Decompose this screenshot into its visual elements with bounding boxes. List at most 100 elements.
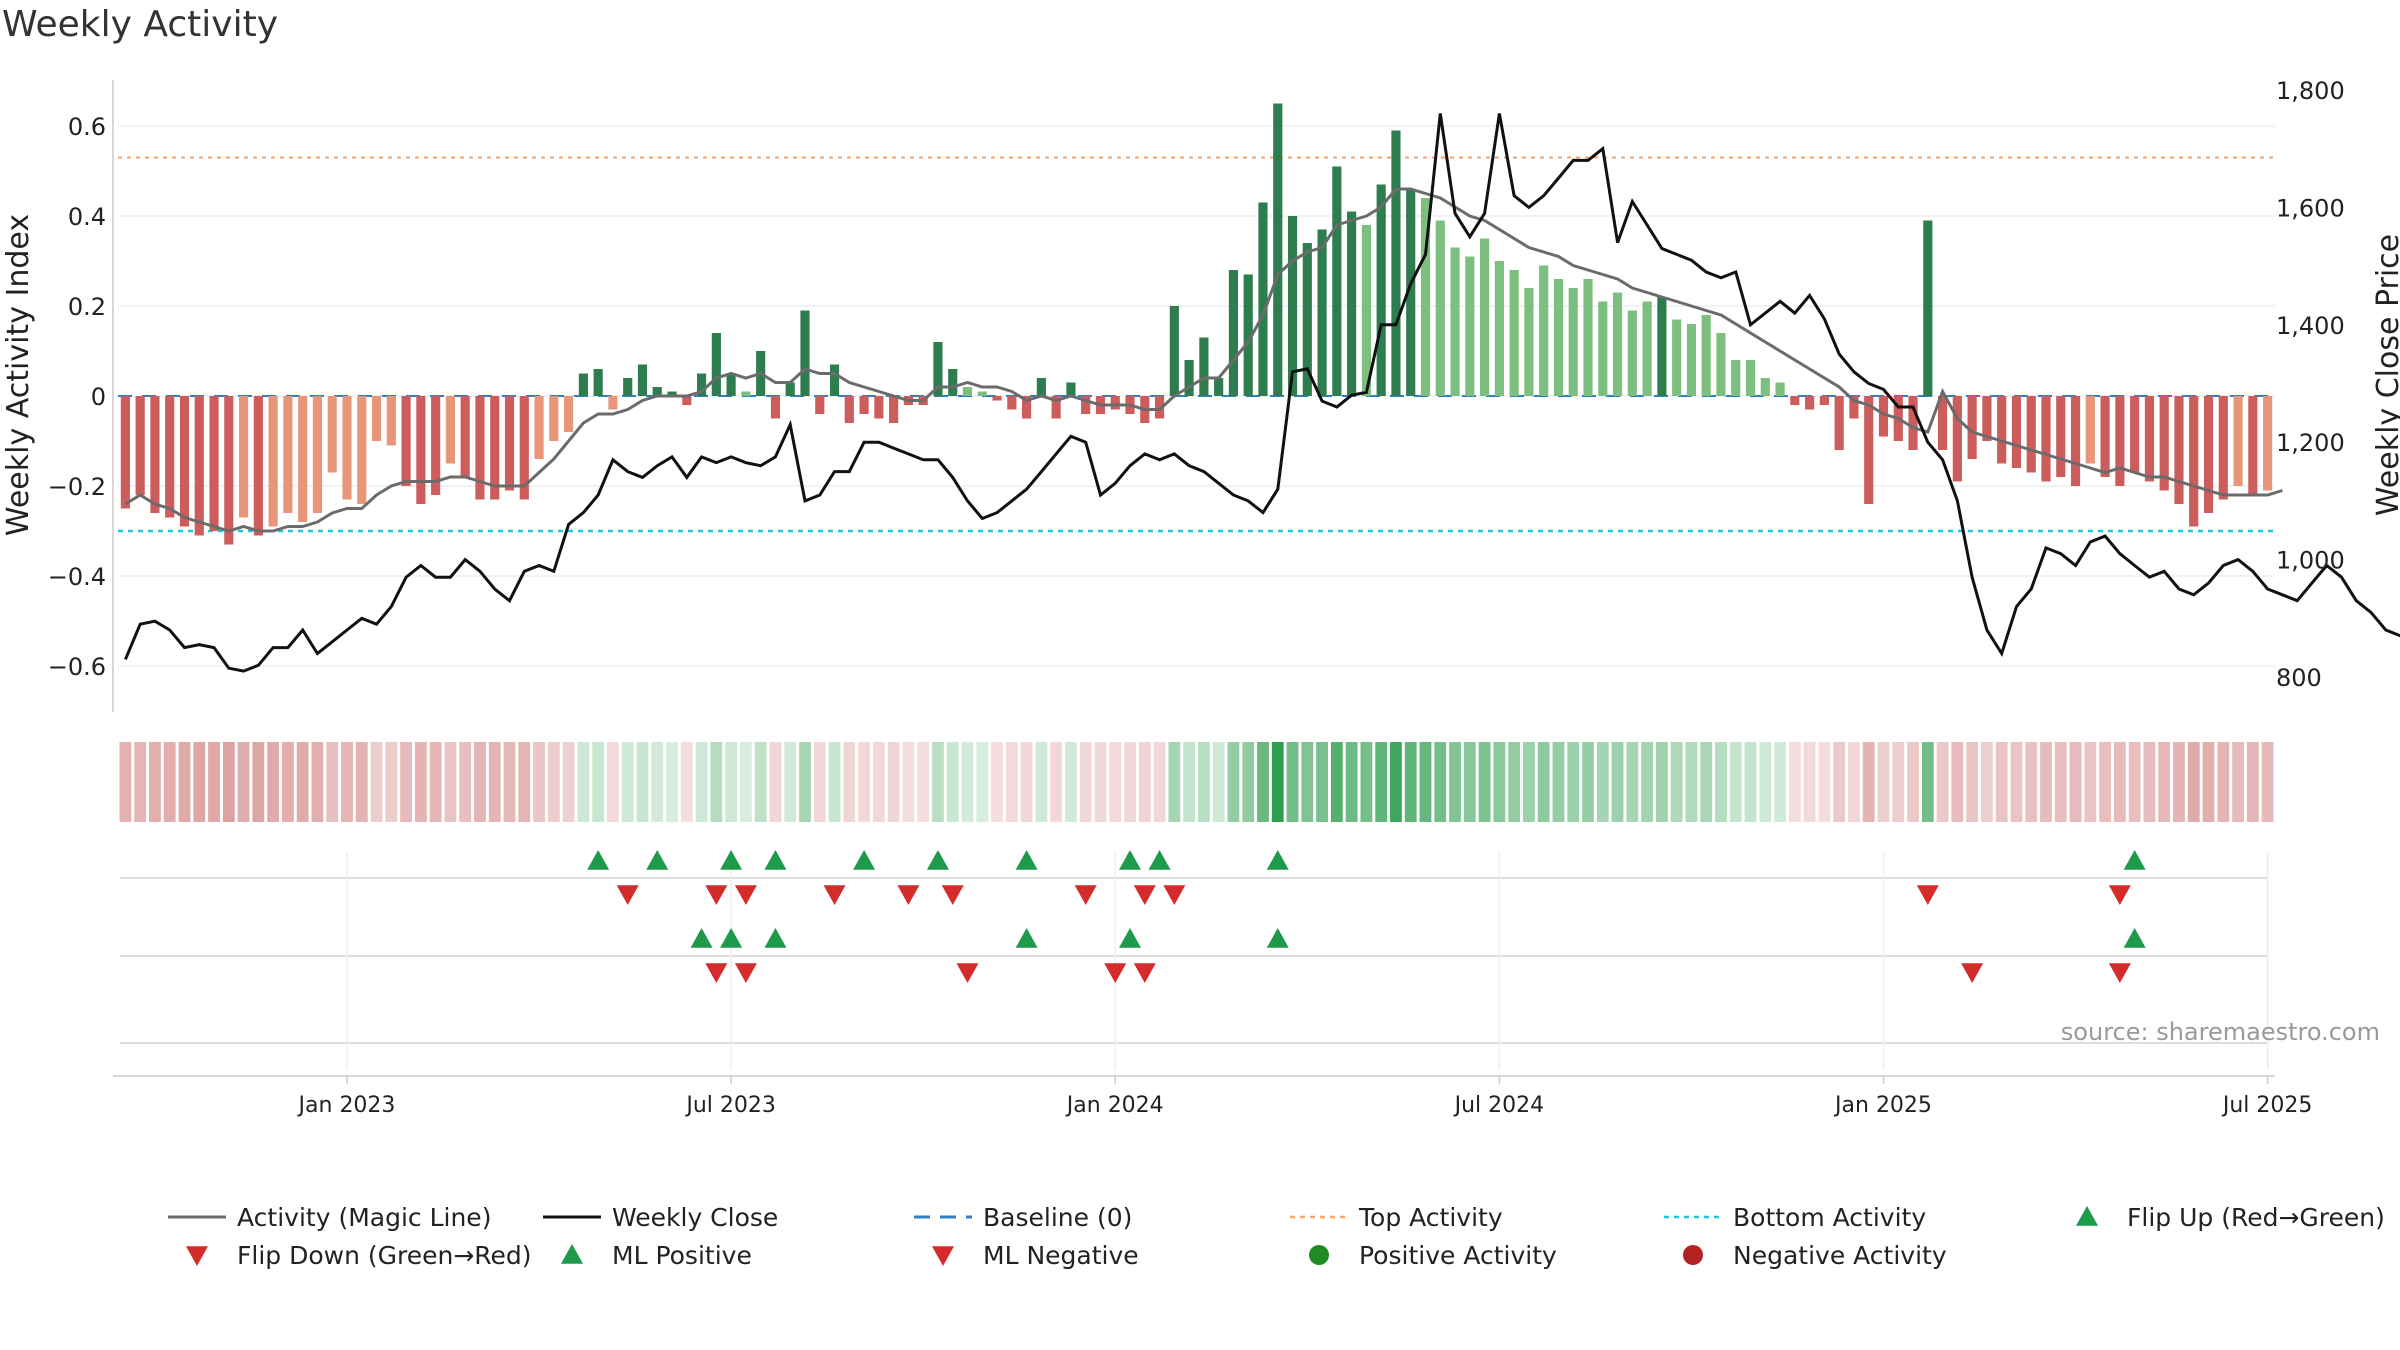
activity-bar	[460, 396, 470, 477]
activity-bar	[2233, 396, 2243, 486]
heatmap-cell	[222, 742, 235, 822]
heatmap-cell	[917, 742, 930, 822]
activity-bar	[1022, 396, 1032, 419]
y-left-tick-label: 0.2	[68, 293, 106, 321]
heatmap-cell	[1670, 742, 1683, 822]
activity-bar	[1169, 306, 1179, 396]
heatmap-cell	[370, 742, 383, 822]
flip-up-marker	[2123, 850, 2146, 870]
y-left-tick-label: 0.6	[68, 113, 106, 141]
y-right-tick-label: 1,800	[2276, 77, 2345, 105]
activity-bar	[1450, 247, 1460, 396]
legend-label: ML Negative	[983, 1241, 1139, 1270]
heatmap-cell	[459, 742, 472, 822]
legend-item: Bottom Activity	[1664, 1203, 1926, 1232]
activity-bar	[1199, 337, 1209, 396]
activity-bar	[534, 396, 544, 459]
heatmap-cell	[2217, 742, 2230, 822]
activity-bar	[1184, 360, 1194, 396]
heatmap-cell	[326, 742, 339, 822]
heatmap-cell	[1404, 742, 1417, 822]
heatmap-cell	[341, 742, 353, 822]
heatmap-cell	[592, 742, 605, 822]
y-left-tick-label: 0.4	[68, 203, 106, 231]
activity-bar	[652, 387, 662, 396]
y-right-tick-label: 800	[2276, 664, 2322, 692]
activity-bar	[2130, 396, 2140, 473]
ml-positive-marker	[1015, 928, 1038, 948]
heatmap-cell	[1050, 742, 1063, 822]
heatmap-cell	[1434, 742, 1447, 822]
heatmap-cell	[1345, 742, 1358, 822]
activity-bar	[1938, 396, 1948, 450]
flip-down-marker	[734, 885, 757, 905]
heatmap-cell	[444, 742, 457, 822]
heatmap-cell	[400, 742, 413, 822]
activity-bar	[1967, 396, 1977, 459]
legend-item: ML Positive	[561, 1241, 752, 1270]
heatmap-cell	[725, 742, 738, 822]
legend-label: Flip Up (Red→Green)	[2127, 1203, 2385, 1232]
activity-bar	[431, 396, 441, 495]
chart-title: Weekly Activity	[2, 4, 279, 45]
heatmap-cell	[1567, 742, 1580, 822]
heatmap-cell	[1020, 742, 1033, 822]
x-axis: Jan 2023 Jul 2023 Jan 2024 Jul 2024 Jan 2025…	[297, 1076, 2312, 1118]
heatmap-cell	[562, 742, 575, 822]
heatmap-cell	[1966, 742, 1979, 822]
activity-bar	[283, 396, 293, 513]
activity-bar	[726, 373, 736, 396]
heatmap-cell	[1493, 742, 1506, 822]
activity-bar	[224, 396, 234, 545]
heatmap-cell	[2010, 742, 2023, 822]
activity-bar	[889, 396, 899, 423]
activity-bar	[150, 396, 160, 513]
legend-item: Negative Activity	[1683, 1241, 1947, 1270]
flip-down-marker	[616, 885, 639, 905]
heatmap-cell	[2128, 742, 2141, 822]
heatmap-cell	[1065, 742, 1077, 822]
activity-bar	[2263, 396, 2273, 491]
activity-bar	[1361, 225, 1371, 396]
heatmap-cell	[474, 742, 486, 822]
ml-positive-marker	[764, 928, 787, 948]
legend: Activity (Magic Line) Weekly Close Baselin…	[168, 1203, 2385, 1270]
heatmap-cell	[385, 742, 398, 822]
activity-bar	[962, 387, 973, 396]
activity-bar	[1539, 265, 1549, 396]
heatmap-cell	[1921, 742, 1934, 822]
activity-bar	[253, 396, 263, 536]
activity-bar	[682, 396, 692, 405]
heatmap-cell	[2040, 742, 2052, 822]
legend-swatch-circle	[1309, 1245, 1329, 1265]
signal-rows	[113, 850, 2275, 1077]
flip-up-marker	[1119, 850, 1142, 870]
heatmap-cell	[1523, 742, 1535, 822]
activity-bar	[977, 391, 987, 396]
activity-bar	[1347, 211, 1357, 396]
heatmap-cell	[1109, 742, 1122, 822]
heatmap-cell	[1833, 742, 1846, 822]
activity-bar	[2203, 396, 2214, 513]
x-tick-label: Jan 2025	[1833, 1093, 1932, 1118]
y-left-tick-label: −0.2	[48, 473, 106, 501]
activity-bar	[327, 396, 337, 473]
ml-positive-marker	[690, 928, 713, 948]
activity-bar	[1287, 216, 1298, 396]
heatmap-cell	[414, 742, 427, 822]
heatmap-cell	[1242, 742, 1255, 822]
heatmap-cell	[1094, 742, 1107, 822]
heatmap-cell	[1449, 742, 1461, 822]
activity-bar	[1745, 360, 1756, 396]
heatmap-cell	[1980, 742, 1993, 822]
heatmap-cell	[267, 742, 280, 822]
ml-positive-marker	[1119, 928, 1142, 948]
heatmap-cell	[769, 742, 782, 822]
y-right-tick-label: 1,200	[2276, 429, 2345, 457]
heatmap-cell	[1079, 742, 1092, 822]
heatmap-cell	[843, 742, 856, 822]
activity-bar	[1598, 301, 1608, 396]
activity-bar	[2189, 396, 2199, 527]
flip-up-marker	[587, 850, 610, 870]
ml-negative-marker	[1961, 963, 1984, 983]
